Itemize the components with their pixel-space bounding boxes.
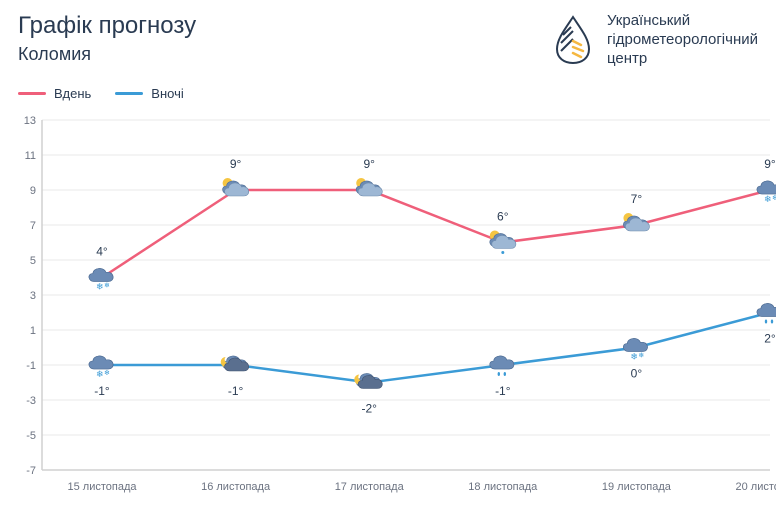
chart-area: -7-5-3-113579111315 листопада16 листопад… bbox=[0, 110, 776, 517]
svg-text:9: 9 bbox=[30, 185, 36, 197]
svg-text:5: 5 bbox=[30, 255, 36, 267]
svg-text:18 листопада: 18 листопада bbox=[468, 481, 538, 493]
org-line3: центр bbox=[607, 50, 758, 69]
chart-title: Графік прогнозу bbox=[18, 12, 196, 40]
legend-item-night: Вночі bbox=[115, 86, 183, 101]
svg-text:❄: ❄ bbox=[96, 282, 104, 292]
svg-text:20 листопада: 20 листопада bbox=[736, 481, 776, 493]
svg-text:-1°: -1° bbox=[94, 384, 110, 398]
svg-text:9°: 9° bbox=[363, 157, 375, 171]
org-logo-icon bbox=[551, 15, 595, 65]
svg-text:0°: 0° bbox=[631, 367, 643, 381]
svg-text:-1: -1 bbox=[26, 360, 36, 372]
svg-text:-1°: -1° bbox=[228, 384, 244, 398]
svg-text:9°: 9° bbox=[230, 157, 242, 171]
svg-text:7: 7 bbox=[30, 220, 36, 232]
legend-label-night: Вночі bbox=[151, 86, 183, 101]
svg-text:❄: ❄ bbox=[772, 194, 776, 202]
org-line2: гідрометеорологічний bbox=[607, 31, 758, 50]
svg-text:3: 3 bbox=[30, 290, 36, 302]
forecast-chart: -7-5-3-113579111315 листопада16 листопад… bbox=[0, 110, 776, 517]
svg-text:-3: -3 bbox=[26, 395, 36, 407]
svg-text:9°: 9° bbox=[764, 157, 776, 171]
svg-text:-7: -7 bbox=[26, 465, 36, 477]
svg-text:❄: ❄ bbox=[104, 282, 110, 290]
svg-text:1: 1 bbox=[30, 325, 36, 337]
svg-text:2°: 2° bbox=[764, 332, 776, 346]
svg-text:-2°: -2° bbox=[361, 402, 377, 416]
legend-swatch-night bbox=[115, 92, 143, 95]
org-name: Український гідрометеорологічний центр bbox=[607, 12, 758, 68]
svg-text:19 листопада: 19 листопада bbox=[602, 481, 672, 493]
svg-text:❄: ❄ bbox=[638, 352, 644, 360]
legend-swatch-day bbox=[18, 92, 46, 95]
svg-text:16 листопада: 16 листопада bbox=[201, 481, 271, 493]
org-block: Український гідрометеорологічний центр bbox=[551, 12, 758, 68]
legend: Вдень Вночі bbox=[18, 86, 184, 101]
legend-label-day: Вдень bbox=[54, 86, 91, 101]
svg-text:11: 11 bbox=[25, 150, 36, 162]
svg-text:6°: 6° bbox=[497, 210, 509, 224]
title-block: Графік прогнозу Коломия bbox=[18, 12, 196, 65]
svg-text:17 листопада: 17 листопада bbox=[335, 481, 405, 493]
svg-text:15 листопада: 15 листопада bbox=[68, 481, 138, 493]
svg-text:-1°: -1° bbox=[495, 384, 511, 398]
svg-text:❄: ❄ bbox=[630, 352, 638, 362]
svg-text:4°: 4° bbox=[96, 245, 108, 259]
legend-item-day: Вдень bbox=[18, 86, 91, 101]
org-line1: Український bbox=[607, 12, 758, 31]
header: Графік прогнозу Коломия Український гі bbox=[18, 12, 758, 68]
city-name: Коломия bbox=[18, 44, 196, 65]
svg-text:❄: ❄ bbox=[96, 369, 104, 379]
svg-text:7°: 7° bbox=[631, 192, 643, 206]
svg-text:❄: ❄ bbox=[104, 369, 110, 377]
svg-text:-5: -5 bbox=[26, 430, 36, 442]
svg-text:13: 13 bbox=[24, 115, 36, 127]
svg-text:❄: ❄ bbox=[764, 194, 772, 204]
